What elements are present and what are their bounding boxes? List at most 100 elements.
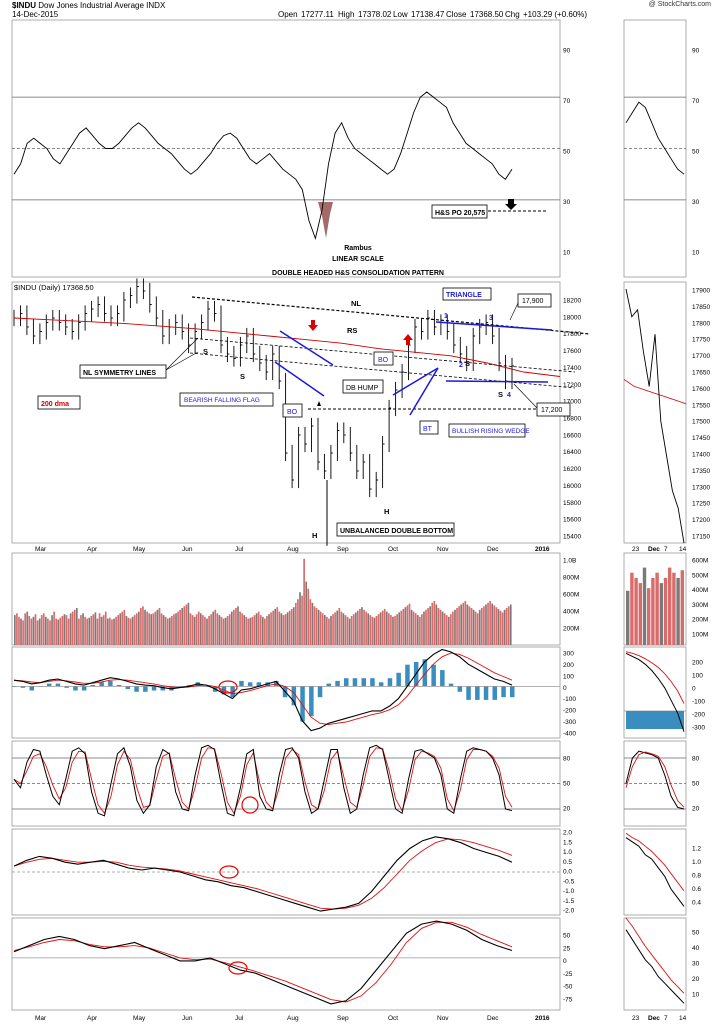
volume-bar: [400, 610, 403, 645]
volume-axis-tick: 400M: [563, 609, 579, 616]
ppo-axis-tick: 0.0: [563, 869, 572, 876]
volume-bar: [210, 614, 212, 645]
price-x-label: May: [133, 546, 146, 553]
volume-zoom-bar: [663, 577, 668, 645]
volume-bar: [90, 616, 93, 645]
red-arrow-down-icon: [308, 320, 318, 331]
macd-histogram-bar: [466, 686, 471, 700]
mom-axis-tick: 50: [563, 933, 571, 940]
volume-bar: [61, 616, 64, 645]
macd-histogram-bar: [448, 683, 454, 687]
volume-zoom-bar: [647, 588, 651, 645]
macd-histogram-bar: [46, 683, 52, 687]
volume-zoom-bar: [672, 572, 676, 645]
macd-axis-zoom-tick: 200: [692, 660, 703, 667]
volume-bar: [208, 616, 210, 645]
ppo-axis-zoom-tick: 1.0: [692, 859, 701, 866]
volume-bar: [49, 620, 51, 645]
macd-histogram-bar: [143, 686, 148, 692]
po-arrow-icon: [505, 199, 517, 210]
volume-bar: [371, 616, 374, 645]
volume-zoom-bar: [630, 572, 634, 645]
macd-histogram-bar: [309, 686, 314, 717]
macd-histogram-bar: [108, 680, 113, 687]
volume-bar: [243, 615, 246, 645]
volume-bar: [367, 613, 370, 645]
ppo-zoom-signal: [625, 832, 685, 892]
volume-bar: [373, 617, 376, 645]
volume-bar: [148, 613, 150, 645]
volume-bar: [398, 612, 401, 645]
volume-bar: [485, 604, 487, 645]
volume-bar: [414, 613, 417, 645]
volume-bar: [460, 604, 463, 645]
wedge-label-box: [448, 423, 526, 438]
mom-zoom-x-label: 23: [632, 1015, 640, 1022]
stoch-zoom-line: [625, 750, 685, 810]
volume-bar: [299, 592, 301, 645]
volume-bar: [121, 611, 124, 645]
volume-bar: [288, 610, 291, 645]
price-axis-zoom-tick: 17850: [692, 304, 710, 311]
volume-bar: [253, 615, 256, 645]
volume-bar: [92, 614, 95, 645]
volume-bar: [381, 610, 384, 645]
volume-bar: [261, 616, 264, 645]
close-value: 17368.50: [470, 10, 504, 19]
volume-bar: [224, 617, 227, 645]
price-axis-zoom-tick: 17650: [692, 370, 710, 377]
stoch-zoom-signal: [625, 751, 685, 808]
volume-bar: [491, 603, 494, 645]
price-zoom-line: [625, 288, 685, 544]
macd-histogram-bar: [20, 686, 26, 688]
macd-axis-zoom-tick: -300: [692, 725, 705, 732]
volume-bar: [334, 612, 336, 645]
volume-zoom-bar: [655, 572, 659, 645]
volume-bar: [450, 614, 452, 645]
volume-bar: [32, 616, 35, 645]
volume-bar: [212, 611, 215, 645]
macd-zoom-histogram: [626, 711, 684, 729]
price-x-label: 2016: [535, 546, 550, 553]
symbol: $INDU: [12, 1, 37, 10]
price-axis-zoom-tick: 17900: [692, 288, 710, 295]
mom-x-label: May: [133, 1015, 146, 1022]
volume-bar: [305, 581, 308, 645]
volume-bar: [408, 603, 411, 645]
volume-bar: [487, 602, 489, 645]
mom-axis-zoom-tick: 20: [692, 976, 700, 983]
macd-histogram-bar: [55, 683, 61, 687]
volume-bar: [392, 616, 394, 645]
volume-bar: [425, 609, 427, 645]
price-x-label: Mar: [35, 546, 47, 553]
mom-x-label: 2016: [535, 1015, 550, 1022]
volume-bar: [193, 616, 196, 645]
volume-axis-tick: 200M: [563, 626, 579, 633]
volume-bar: [75, 608, 78, 645]
mom-axis-tick: 0: [563, 958, 567, 965]
momentum-panel-frame: [11, 917, 561, 1011]
mom-x-label: Dec: [487, 1015, 499, 1022]
rsi-axis-tick: 30: [563, 199, 571, 206]
macd-histogram-bar: [483, 686, 489, 700]
price-axis-zoom-tick: 17250: [692, 501, 710, 508]
mom-axis-tick: -75: [563, 997, 573, 1004]
volume-bar: [195, 614, 198, 645]
ppo-axis-zoom-tick: 0.6: [692, 886, 701, 893]
volume-bar: [125, 616, 128, 645]
volume-bar: [199, 613, 202, 645]
label-h-1: H: [312, 531, 317, 540]
volume-bar: [344, 615, 347, 645]
macd-histogram-bar: [125, 686, 131, 690]
mom-x-label: Oct: [388, 1015, 398, 1022]
price-axis-zoom-tick: 17200: [692, 517, 710, 524]
volume-bar: [158, 608, 161, 645]
volume-bar: [257, 611, 260, 645]
triangle-line-upper: [435, 321, 553, 331]
volume-bar: [235, 608, 237, 645]
macd-histogram-bar: [475, 686, 480, 700]
volume-bar: [377, 614, 380, 645]
price-zoom-x-label: Dec: [648, 546, 660, 553]
volume-bar: [84, 616, 86, 645]
rsi-axis-tick: 50: [563, 149, 571, 156]
